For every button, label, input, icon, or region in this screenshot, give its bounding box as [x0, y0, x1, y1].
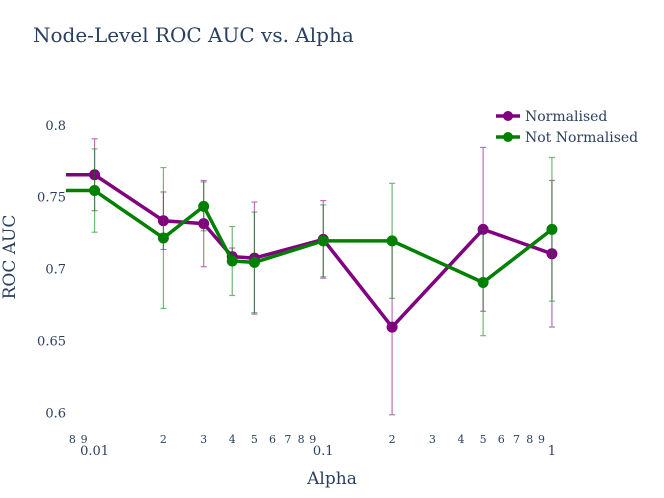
x-minor-tick-label: 8 [69, 433, 76, 446]
x-minor-tick-label: 6 [269, 433, 276, 446]
legend-swatch-marker [503, 111, 513, 121]
data-point[interactable] [226, 255, 238, 267]
x-minor-tick-label: 6 [498, 433, 505, 446]
x-minor-tick-label: 9 [538, 433, 545, 446]
x-minor-tick-label: 2 [160, 433, 167, 446]
x-minor-tick-label: 2 [389, 433, 396, 446]
x-minor-tick-label: 4 [457, 433, 464, 446]
legend-item[interactable]: Not Normalised [496, 130, 638, 146]
x-minor-tick-label: 4 [229, 433, 236, 446]
data-point[interactable] [198, 200, 210, 212]
x-axis-ticks: 0.01 0.1 18 9 2 3 4 5 6 7 8 9 2 3 4 5 6 7 8 9 [69, 433, 556, 459]
x-minor-tick-label: 7 [284, 433, 291, 446]
x-tick-label: 0.1 [313, 444, 334, 459]
y-axis-title: ROC AUC [0, 215, 20, 300]
y-tick-label: 0.7 [45, 263, 66, 278]
series-normalised [66, 138, 558, 416]
data-point[interactable] [546, 223, 558, 235]
data-point[interactable] [157, 232, 169, 244]
legend-label: Not Normalised [525, 130, 638, 146]
data-point[interactable] [248, 256, 260, 268]
series-line [66, 188, 554, 285]
series-not-normalised [66, 148, 558, 337]
data-point[interactable] [477, 277, 489, 289]
legend-swatch-marker [503, 132, 513, 142]
y-tick-label: 0.8 [45, 119, 66, 134]
data-point[interactable] [386, 235, 398, 247]
legend-item[interactable]: Normalised [496, 109, 607, 125]
x-tick-label: 1 [548, 444, 556, 459]
x-minor-tick-label: 5 [480, 433, 487, 446]
x-minor-tick-label: 3 [429, 433, 436, 446]
x-tick-label: 0.01 [80, 444, 109, 459]
legend-label: Normalised [525, 109, 607, 125]
series-layer [66, 138, 558, 416]
x-minor-tick-label: 5 [251, 433, 258, 446]
y-tick-label: 0.75 [37, 191, 66, 206]
x-minor-tick-label: 9 [309, 433, 316, 446]
x-minor-tick-label: 9 [81, 433, 88, 446]
legend[interactable]: Normalised Not Normalised [496, 109, 638, 146]
y-axis-ticks: 0.6 0.65 0.7 0.75 0.8 [37, 119, 66, 421]
x-axis-title: Alpha [306, 469, 357, 489]
y-tick-label: 0.65 [37, 334, 66, 349]
x-minor-tick-label: 7 [513, 433, 520, 446]
y-tick-label: 0.6 [45, 406, 66, 421]
data-point[interactable] [386, 321, 398, 333]
series-line [66, 172, 553, 329]
x-minor-tick-label: 3 [200, 433, 207, 446]
x-minor-tick-label: 8 [298, 433, 305, 446]
chart-title: Node-Level ROC AUC vs. Alpha [33, 23, 354, 47]
data-point[interactable] [89, 185, 101, 197]
data-point[interactable] [317, 235, 329, 247]
x-minor-tick-label: 8 [526, 433, 533, 446]
